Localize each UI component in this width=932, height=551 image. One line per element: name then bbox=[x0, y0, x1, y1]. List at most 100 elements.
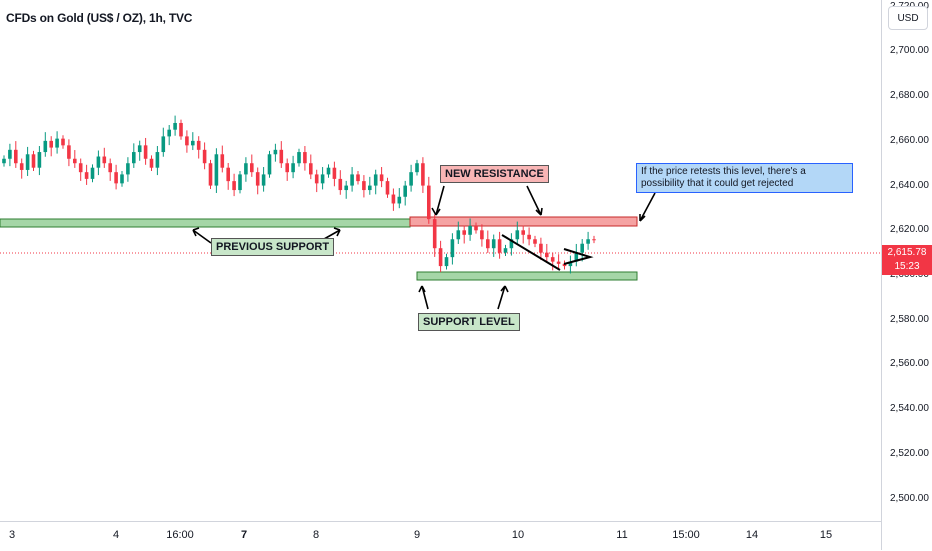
candle-body bbox=[14, 149, 18, 164]
arrow-resistance-left bbox=[431, 185, 445, 216]
candle-body bbox=[385, 181, 390, 195]
candle-body bbox=[202, 149, 207, 164]
price-chart[interactable] bbox=[0, 0, 881, 521]
candle-body bbox=[31, 154, 36, 168]
candle-body bbox=[55, 138, 59, 148]
candle-body bbox=[403, 185, 407, 197]
candle-body bbox=[102, 156, 107, 164]
candle-body bbox=[503, 248, 508, 253]
price-tick: 2,580.00 bbox=[890, 313, 929, 325]
last-price-badge: 2,615.78 15:23 bbox=[882, 245, 932, 275]
candle-body bbox=[291, 163, 295, 173]
price-axis[interactable]: 2,720.002,700.002,680.002,660.002,640.00… bbox=[881, 0, 932, 550]
time-axis[interactable]: 3 4 16:00 7 8 9 10 11 15:00 14 15 bbox=[0, 521, 881, 551]
candle-body bbox=[574, 252, 579, 262]
time-tick: 16:00 bbox=[166, 529, 194, 541]
candle-body bbox=[37, 152, 42, 168]
candle-body bbox=[444, 257, 449, 267]
candle-body bbox=[297, 152, 301, 164]
candle-body bbox=[491, 239, 496, 249]
retest-note[interactable]: If the price retests this level, there's… bbox=[636, 163, 853, 193]
candle-body bbox=[314, 174, 319, 184]
arrow-prev-support-left bbox=[192, 227, 212, 244]
candle-body bbox=[415, 163, 419, 173]
candle-body bbox=[432, 219, 437, 249]
candle-body bbox=[143, 145, 148, 159]
chart-area[interactable]: CFDs on Gold (US$ / OZ), 1h, TVC PREVIOU… bbox=[0, 0, 881, 521]
candle-body bbox=[285, 163, 289, 173]
candle-body bbox=[250, 163, 254, 173]
arrow-support-right bbox=[497, 285, 509, 310]
price-tick: 2,540.00 bbox=[890, 403, 929, 415]
candle-body bbox=[468, 225, 472, 235]
candle-body bbox=[232, 181, 236, 191]
candle-body bbox=[261, 174, 266, 186]
candle-body bbox=[338, 178, 343, 191]
candle-body bbox=[196, 140, 201, 150]
candle-body bbox=[244, 163, 248, 175]
time-tick: 14 bbox=[745, 529, 759, 541]
candle-body bbox=[255, 172, 260, 186]
candle-body bbox=[67, 145, 71, 159]
candle-body bbox=[25, 154, 30, 170]
price-tick: 2,500.00 bbox=[890, 492, 929, 504]
candle-body bbox=[586, 239, 590, 244]
candle-body bbox=[456, 230, 461, 240]
candle-body bbox=[78, 163, 83, 173]
candle-body bbox=[515, 230, 520, 240]
candle-body bbox=[179, 122, 183, 137]
candle-body bbox=[96, 156, 101, 168]
previous-support-zone bbox=[0, 218, 411, 228]
candle-body bbox=[509, 239, 514, 249]
candle-body bbox=[149, 158, 154, 168]
candle-body bbox=[521, 230, 525, 235]
candle-body bbox=[120, 174, 124, 184]
candle-body bbox=[474, 225, 478, 231]
candle-body bbox=[550, 257, 555, 262]
candle-body bbox=[438, 248, 443, 267]
candle-body bbox=[320, 174, 325, 184]
new-resistance-zone bbox=[409, 216, 638, 227]
candle-body bbox=[226, 167, 230, 182]
candle-body bbox=[43, 140, 48, 153]
support-level-label[interactable]: SUPPORT LEVEL bbox=[418, 313, 520, 331]
bar-countdown: 15:23 bbox=[894, 261, 920, 272]
candle-body bbox=[326, 167, 331, 175]
time-tick: 7 bbox=[240, 529, 248, 541]
currency-button[interactable]: USD bbox=[888, 6, 928, 30]
time-tick: 15:00 bbox=[672, 529, 700, 541]
candle-body bbox=[220, 154, 225, 168]
triangle-pattern bbox=[563, 248, 594, 265]
time-tick: 4 bbox=[112, 529, 120, 541]
time-tick: 15 bbox=[819, 529, 833, 541]
new-resistance-label[interactable]: NEW RESISTANCE bbox=[440, 165, 549, 183]
candle-body bbox=[114, 172, 118, 184]
price-tick: 2,680.00 bbox=[890, 90, 929, 102]
candle-body bbox=[84, 172, 89, 179]
chart-title: CFDs on Gold (US$ / OZ), 1h, TVC bbox=[6, 11, 193, 25]
time-tick: 9 bbox=[413, 529, 421, 541]
candle-body bbox=[126, 163, 130, 175]
candle-body bbox=[533, 239, 537, 244]
candle-body bbox=[462, 230, 466, 235]
arrow-note bbox=[639, 192, 656, 222]
candle-body bbox=[155, 152, 160, 168]
candle-body bbox=[368, 185, 372, 191]
price-tick: 2,660.00 bbox=[890, 134, 929, 146]
previous-support-label[interactable]: PREVIOUS SUPPORT bbox=[211, 238, 335, 256]
arrow-resistance-right bbox=[526, 185, 543, 216]
candle-body bbox=[332, 167, 337, 179]
candle-body bbox=[450, 239, 455, 258]
candle-body bbox=[391, 194, 396, 204]
candle-body bbox=[486, 239, 490, 249]
candle-body bbox=[545, 252, 549, 258]
support-level-zone bbox=[416, 271, 638, 281]
candle-body bbox=[173, 122, 177, 130]
candle-body bbox=[427, 185, 431, 220]
candles-group bbox=[2, 115, 596, 274]
time-tick: 3 bbox=[8, 529, 16, 541]
candle-body bbox=[191, 140, 195, 146]
candle-body bbox=[132, 152, 136, 164]
candle-body bbox=[409, 172, 413, 186]
candle-body bbox=[161, 136, 166, 153]
